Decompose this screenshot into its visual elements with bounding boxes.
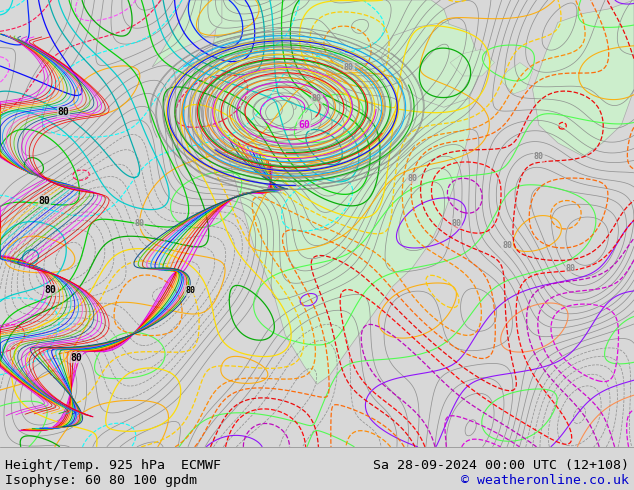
Text: 80: 80 xyxy=(312,94,322,103)
Text: 80: 80 xyxy=(344,63,354,72)
Text: 80: 80 xyxy=(134,219,145,228)
Text: Sa 28-09-2024 00:00 UTC (12+108): Sa 28-09-2024 00:00 UTC (12+108) xyxy=(373,459,629,472)
Polygon shape xyxy=(533,0,634,156)
Text: 80: 80 xyxy=(185,286,195,295)
Polygon shape xyxy=(209,0,469,384)
Text: 80: 80 xyxy=(39,196,50,206)
Text: 80: 80 xyxy=(502,241,512,250)
Text: 80: 80 xyxy=(566,264,576,272)
Text: 80: 80 xyxy=(451,219,462,228)
Text: 60: 60 xyxy=(299,120,310,130)
Polygon shape xyxy=(152,0,222,67)
Text: Isophyse: 60 80 100 gpdm: Isophyse: 60 80 100 gpdm xyxy=(5,473,197,487)
Polygon shape xyxy=(501,63,533,94)
Text: 80: 80 xyxy=(45,286,56,295)
Polygon shape xyxy=(450,49,495,76)
Text: 80: 80 xyxy=(58,107,69,117)
Text: 80: 80 xyxy=(534,152,544,161)
Text: 80: 80 xyxy=(407,174,417,183)
Polygon shape xyxy=(380,23,482,107)
Text: 80: 80 xyxy=(70,352,82,363)
Text: Height/Temp. 925 hPa  ECMWF: Height/Temp. 925 hPa ECMWF xyxy=(5,459,221,472)
Text: © weatheronline.co.uk: © weatheronline.co.uk xyxy=(461,473,629,487)
